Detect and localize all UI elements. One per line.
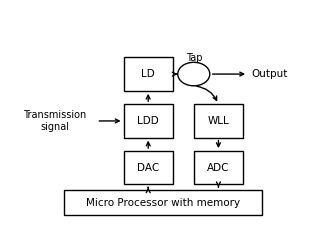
Bar [124, 58, 173, 91]
Bar [124, 104, 173, 138]
Bar [64, 190, 262, 215]
Text: DAC: DAC [137, 163, 159, 173]
Text: WLL: WLL [208, 116, 229, 126]
Bar [124, 151, 173, 185]
Text: Micro Processor with memory: Micro Processor with memory [86, 198, 240, 208]
Text: LD: LD [141, 69, 155, 79]
Ellipse shape [178, 62, 210, 86]
Text: Tap: Tap [185, 53, 202, 63]
Text: Transmission
signal: Transmission signal [23, 110, 86, 132]
Text: LDD: LDD [137, 116, 159, 126]
Text: Output: Output [252, 69, 288, 79]
Text: ADC: ADC [207, 163, 230, 173]
Bar [194, 151, 243, 185]
Bar [194, 104, 243, 138]
